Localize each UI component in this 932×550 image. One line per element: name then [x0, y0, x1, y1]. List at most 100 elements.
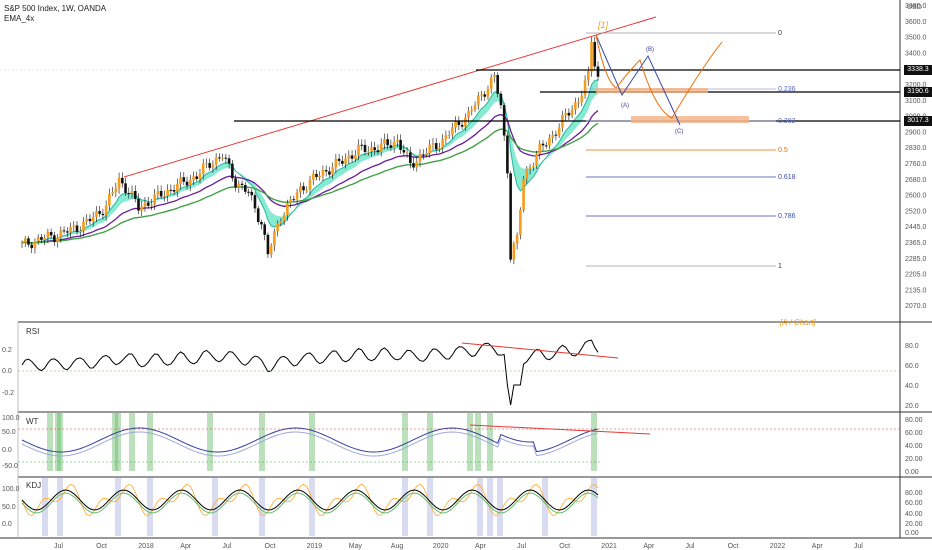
candle-body [473, 104, 477, 110]
candle-body [577, 102, 580, 104]
candle-body [78, 230, 82, 232]
candle-body [470, 109, 474, 111]
candle-body [72, 225, 76, 227]
candle-body [376, 150, 380, 153]
candle-body [512, 243, 516, 260]
kdj-signal-bar [591, 478, 597, 536]
candle-body [237, 183, 241, 188]
candle-body [383, 139, 386, 144]
candle-body [289, 199, 292, 203]
candle-body [205, 163, 208, 165]
time-tick-label: 2019 [307, 543, 323, 550]
candle-body [493, 75, 496, 78]
candle-body [30, 244, 34, 249]
candle-body [56, 237, 59, 242]
price-tick-label: 3500.0 [905, 35, 927, 42]
indicator-label[interactable]: EMA_4x [4, 14, 35, 23]
price-tick-label: 3600.0 [905, 19, 927, 26]
wave-projection [595, 34, 723, 119]
candle-layer [20, 36, 600, 264]
candle-body [36, 237, 40, 242]
candle-body [166, 189, 169, 197]
candle-body [137, 198, 140, 211]
pane-tick-label: 80.00 [905, 490, 923, 497]
candle-body [146, 202, 150, 206]
candle-body [467, 110, 470, 118]
candle-body [250, 191, 254, 196]
candle-body [282, 215, 286, 222]
candle-body [111, 192, 114, 194]
pane-tick-label: -0.2 [2, 390, 14, 397]
candle-body [370, 147, 373, 152]
candle-body [263, 224, 266, 235]
candle-body [324, 170, 328, 172]
candle-body [464, 117, 467, 127]
pane-tick-label: 60.00 [905, 430, 923, 437]
candle-body [344, 158, 347, 164]
drawing-layer [0, 16, 900, 536]
kdj-signal-bar [427, 478, 433, 536]
price-tick-label: 2600.0 [905, 193, 927, 200]
pane-tick-label: 80.0 [905, 343, 919, 350]
candle-body [334, 158, 338, 168]
candle-body [586, 71, 590, 81]
fib-label: 0.786 [778, 213, 796, 220]
candle-body [20, 242, 24, 244]
pane-tick-label: 80.00 [905, 417, 923, 424]
pane-tick-label: 0.0 [2, 521, 12, 528]
candle-body [350, 155, 354, 159]
wave-projection [595, 34, 681, 126]
pane-tick-label: 20.00 [905, 521, 923, 528]
candle-body [91, 216, 95, 222]
candle-body [114, 188, 118, 193]
price-tick-label: 2760.0 [905, 161, 927, 168]
main-pane[interactable] [18, 0, 900, 322]
candle-body [159, 190, 163, 197]
candle-body [66, 231, 69, 233]
candle-body [192, 176, 195, 180]
candle-body [541, 143, 545, 146]
candle-body [483, 94, 487, 97]
time-tick-label: Apr [643, 543, 655, 550]
candle-body [311, 173, 315, 180]
candle-body [117, 177, 121, 189]
candle-body [415, 161, 419, 168]
candle-body [253, 195, 257, 209]
kdj-signal-bar [497, 478, 503, 536]
candle-body [88, 218, 92, 222]
pane-tick-label: 40.00 [905, 443, 923, 450]
kdj-j-line [21, 483, 599, 517]
candle-body [321, 170, 325, 176]
candle-body [476, 95, 480, 105]
candle-body [596, 66, 600, 77]
time-tick-label: Apr [812, 543, 824, 550]
candle-body [438, 147, 441, 150]
candle-body [525, 168, 529, 179]
price-tick-label: 2520.0 [905, 208, 927, 215]
candle-body [218, 157, 221, 159]
candle-body [211, 164, 215, 168]
wave-label-top: [1] [597, 20, 609, 30]
candle-body [243, 185, 247, 192]
candle-body [409, 152, 412, 164]
candle-body [421, 154, 425, 156]
candle-body [574, 102, 577, 110]
candle-body [188, 179, 192, 186]
candle-body [557, 127, 561, 136]
wave-label-c: (C) [675, 129, 683, 135]
candle-body [231, 163, 234, 179]
kdj-d-line [21, 492, 599, 514]
candle-body [515, 234, 519, 244]
pane-tick-label: 20.00 [905, 456, 923, 463]
fib-labels: 0 0.236 0.382 0.5 0.618 0.786 1 [778, 30, 796, 270]
candle-body [341, 160, 344, 164]
candle-body [150, 204, 153, 206]
candle-body [156, 190, 160, 195]
candle-body [256, 208, 260, 222]
candle-body [363, 144, 367, 153]
price-tag: 3017.3 [904, 116, 932, 126]
candle-body [531, 165, 535, 167]
fib-label: 0.618 [778, 174, 796, 181]
candle-body [434, 143, 438, 150]
